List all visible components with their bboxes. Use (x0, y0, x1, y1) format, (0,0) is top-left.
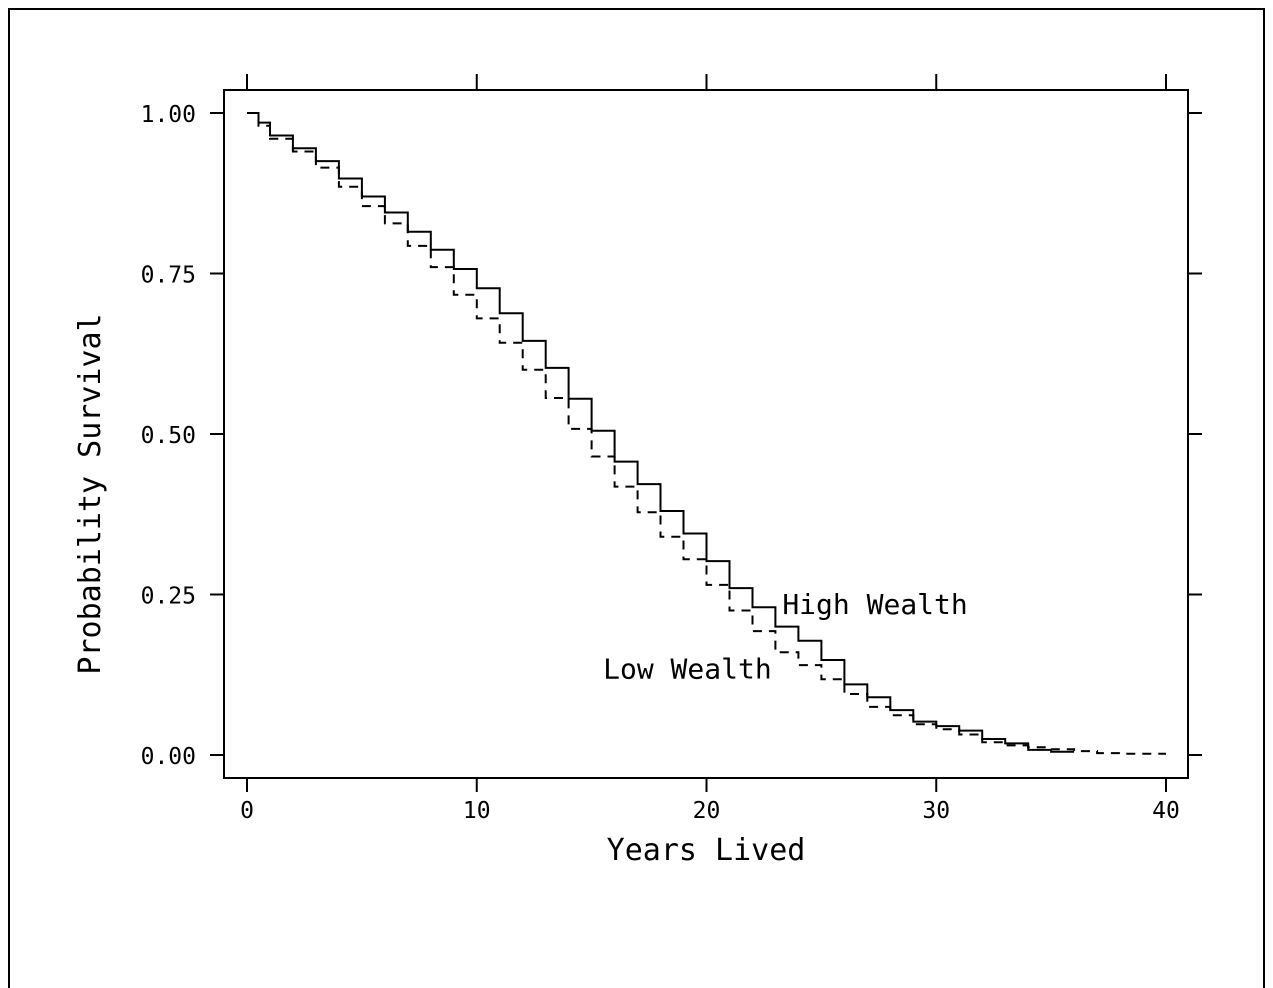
y-tick-label: 1.00 (141, 102, 196, 128)
y-axis-title: Probability Survival (73, 313, 108, 674)
x-tick-label: 0 (240, 798, 254, 824)
annotation-layer: High Wealth Low Wealth (603, 588, 968, 685)
x-tick-label: 10 (463, 798, 491, 824)
series-high-wealth (247, 112, 1075, 753)
x-tick-label: 30 (922, 798, 950, 824)
y-tick-label: 0.25 (141, 584, 196, 610)
y-tick-label: 0.50 (141, 423, 196, 449)
x-axis-title: Years Lived (607, 833, 806, 868)
x-tick-label: 40 (1152, 798, 1180, 824)
axes-layer: 0 10 20 30 40 0.00 0.25 0.50 0.75 1.00 (141, 74, 1202, 824)
annotation-low-wealth: Low Wealth (603, 652, 772, 685)
figure-frame (8, 8, 1265, 988)
annotation-high-wealth: High Wealth (782, 588, 967, 621)
y-tick-label: 0.75 (141, 263, 196, 289)
series-layer (247, 112, 1166, 755)
y-tick-label: 0.00 (141, 744, 196, 770)
series-low-wealth (247, 112, 1166, 755)
x-tick-label: 20 (693, 798, 721, 824)
